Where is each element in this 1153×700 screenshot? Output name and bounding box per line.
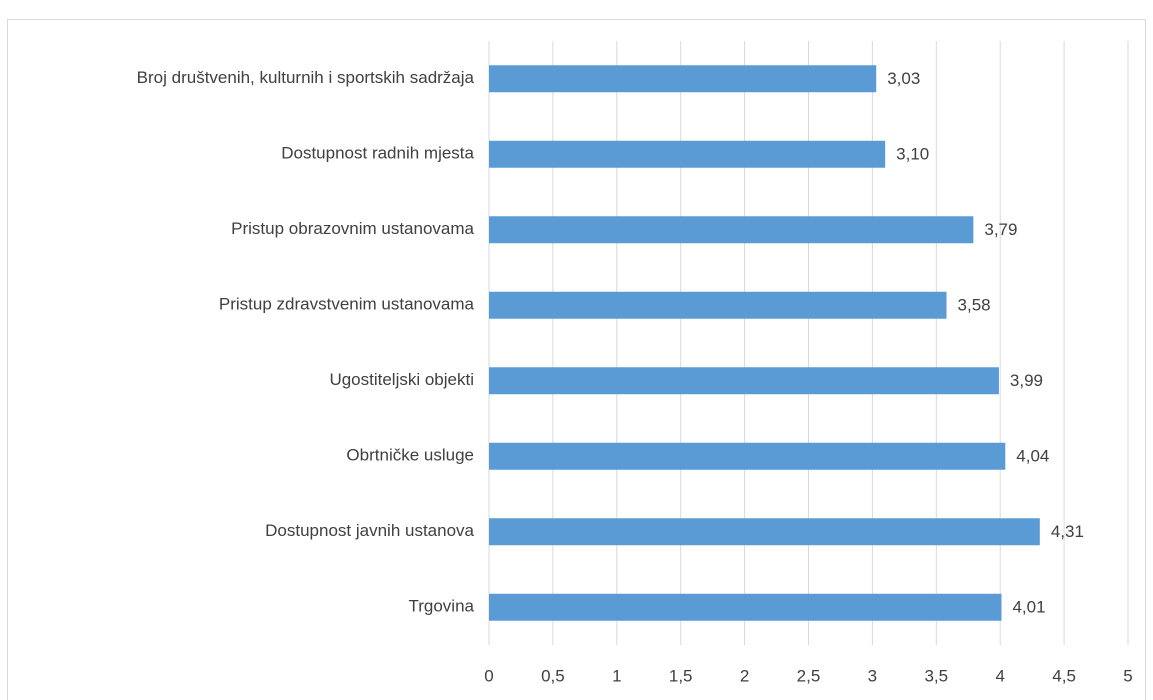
y-tick-label: Broj društvenih, kulturnih i sportskih s… — [137, 68, 475, 87]
x-tick-label: 3 — [868, 666, 877, 685]
y-tick-label: Obrtničke usluge — [346, 446, 474, 465]
value-label: 4,31 — [1051, 522, 1084, 541]
bar — [489, 442, 1006, 470]
bar — [489, 593, 1002, 621]
x-tick-label: 4,5 — [1052, 666, 1076, 685]
chart-border — [7, 19, 1146, 700]
bar — [489, 216, 974, 244]
y-tick-label: Dostupnost javnih ustanova — [265, 521, 474, 540]
x-tick-label: 5 — [1123, 666, 1132, 685]
x-tick-label: 0 — [484, 666, 493, 685]
x-tick-label: 3,5 — [924, 666, 948, 685]
y-tick-label: Dostupnost radnih mjesta — [281, 144, 474, 163]
x-tick-label: 1,5 — [669, 666, 693, 685]
x-tick-label: 4 — [995, 666, 1004, 685]
y-tick-label: Pristup zdravstvenim ustanovama — [219, 295, 475, 314]
value-label: 4,04 — [1016, 447, 1049, 466]
x-tick-label: 1 — [612, 666, 621, 685]
y-tick-label: Trgovina — [408, 597, 474, 616]
x-tick-label: 2,5 — [797, 666, 821, 685]
value-label: 3,79 — [984, 220, 1017, 239]
value-label: 3,58 — [958, 296, 991, 315]
x-tick-label: 2 — [740, 666, 749, 685]
x-tick-label: 0,5 — [541, 666, 565, 685]
bar — [489, 140, 886, 168]
value-label: 4,01 — [1012, 598, 1045, 617]
value-label: 3,99 — [1010, 371, 1043, 390]
bar — [489, 367, 999, 395]
y-tick-label: Pristup obrazovnim ustanovama — [231, 219, 474, 238]
bar — [489, 65, 877, 93]
value-label: 3,10 — [896, 145, 929, 164]
y-tick-label: Ugostiteljski objekti — [329, 370, 474, 389]
bar — [489, 291, 947, 319]
bar — [489, 518, 1040, 546]
value-label: 3,03 — [887, 69, 920, 88]
